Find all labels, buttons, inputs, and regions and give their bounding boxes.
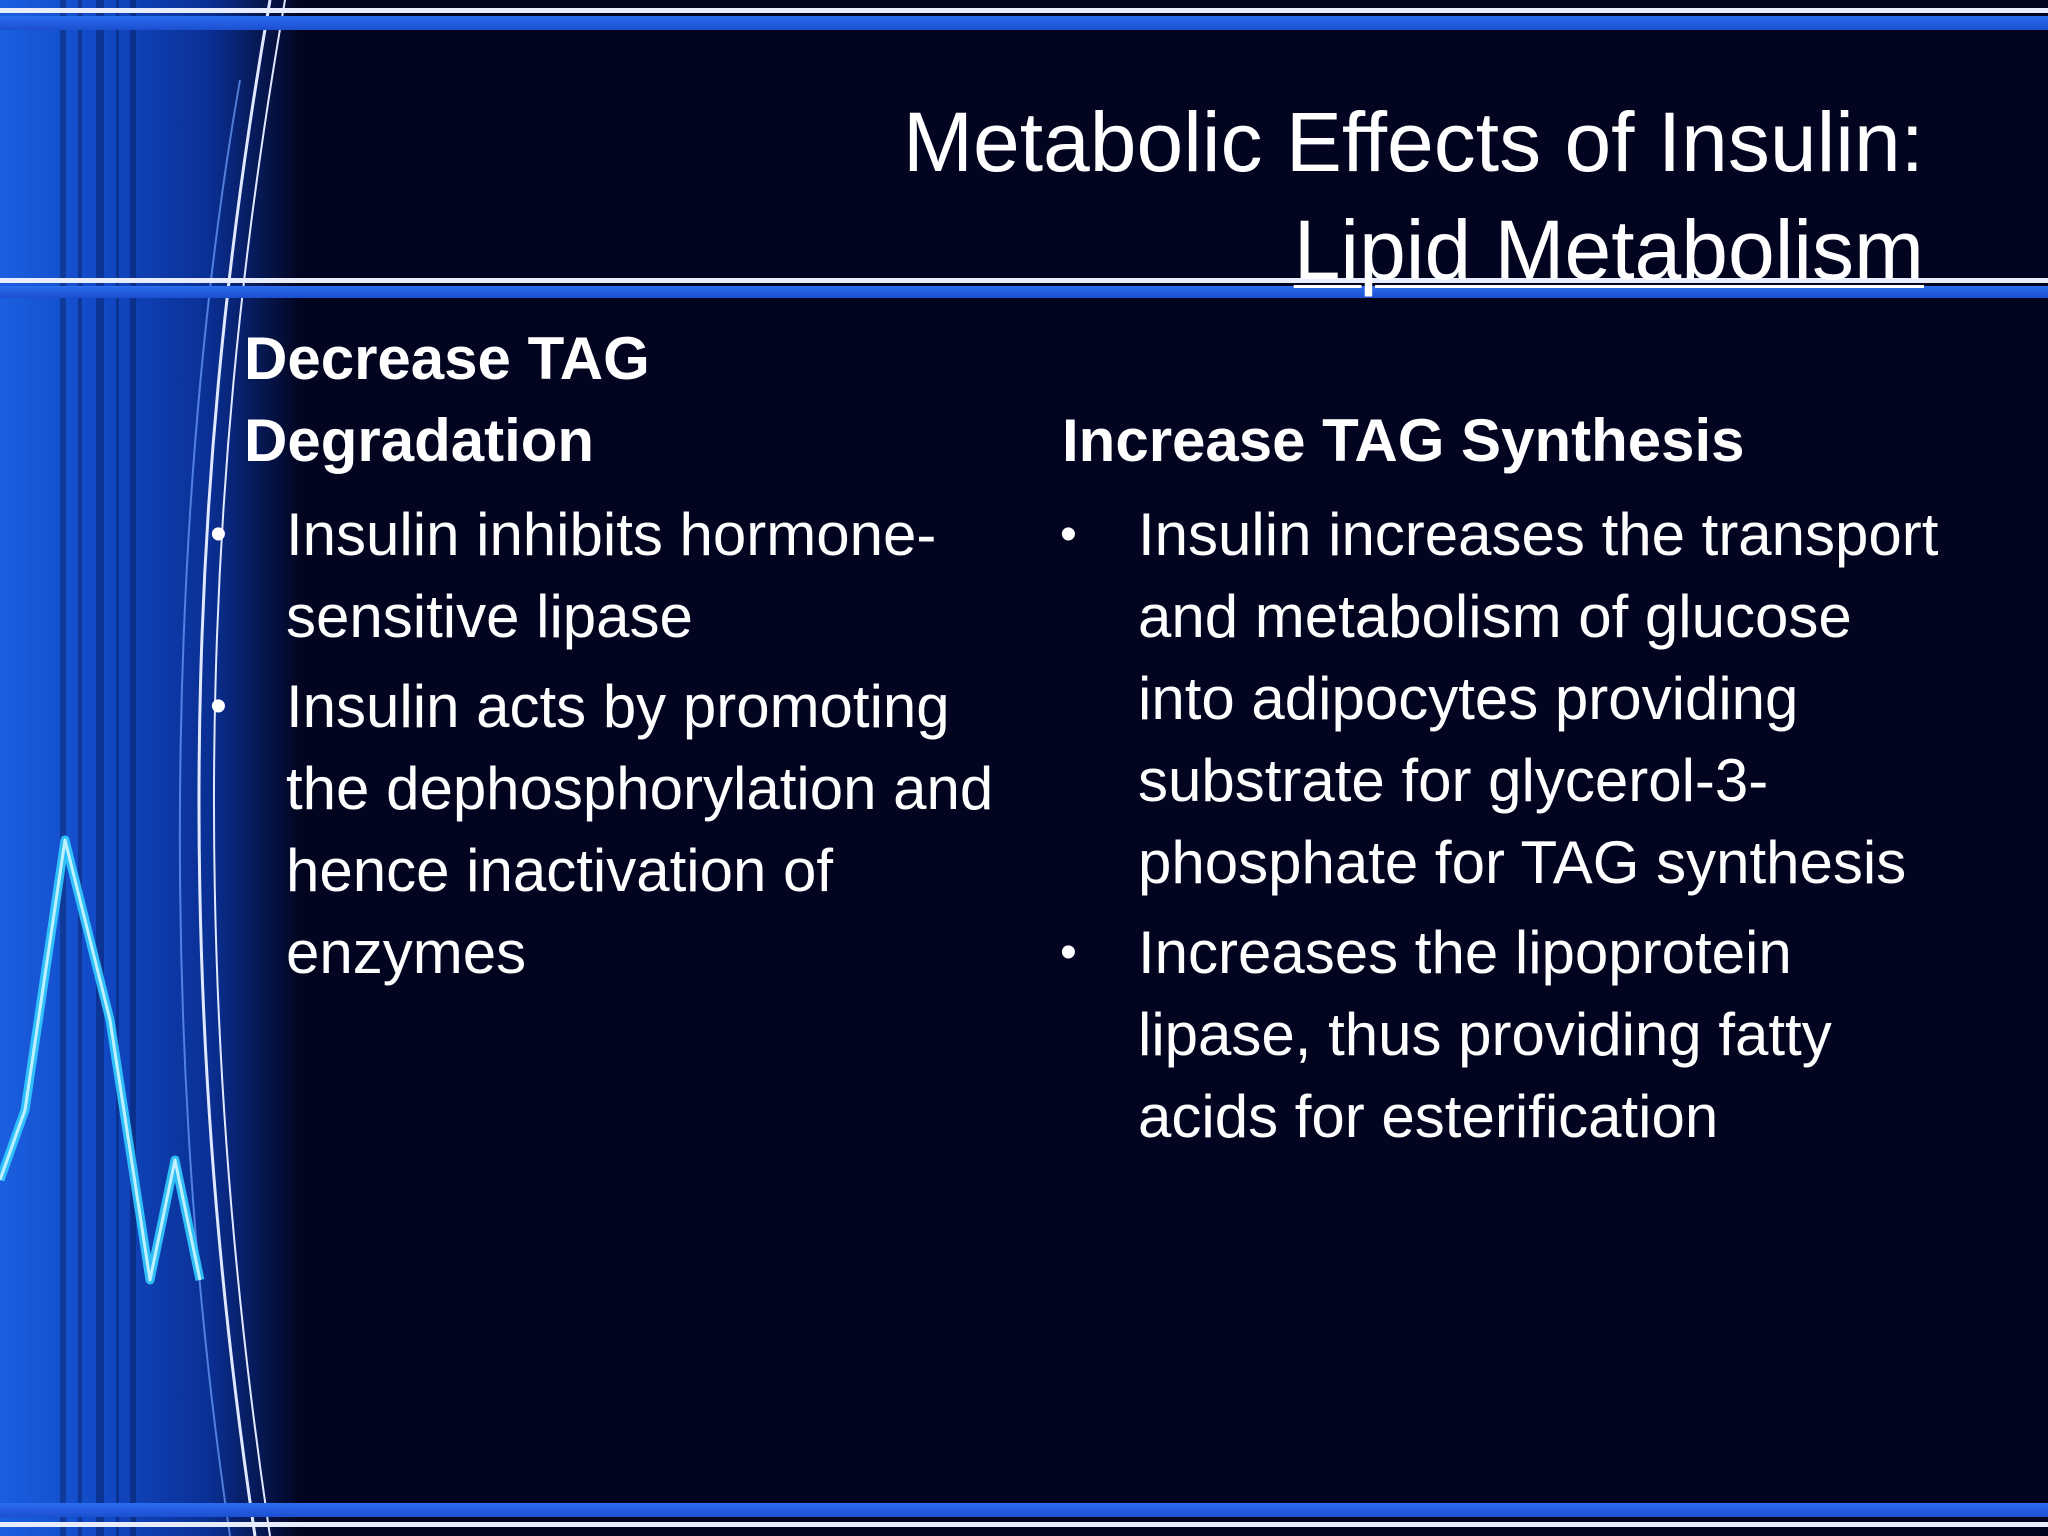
- bullet-icon: •: [210, 680, 227, 733]
- mid-white-rule: [0, 278, 2048, 283]
- bullet-icon: •: [1060, 926, 1077, 979]
- list-item: • Insulin increases the transport and me…: [1060, 494, 1960, 904]
- title-line-1: Metabolic Effects of Insulin:: [903, 95, 1924, 189]
- bullet-icon: •: [1060, 508, 1077, 561]
- bullet-text: Insulin acts by promoting the dephosphor…: [286, 673, 994, 986]
- right-column-heading: Increase TAG Synthesis: [1062, 407, 1745, 474]
- list-item: • Insulin acts by promoting the dephosph…: [210, 666, 1010, 994]
- list-item: • Increases the lipoprotein lipase, thus…: [1060, 912, 1960, 1158]
- bullet-icon: •: [210, 508, 227, 561]
- bullet-text: Increases the lipoprotein lipase, thus p…: [1138, 919, 1832, 1150]
- title-line-2: Lipid Metabolism: [1293, 203, 1924, 297]
- right-bullet-list: • Insulin increases the transport and me…: [1060, 494, 1960, 1158]
- top-white-rule: [0, 8, 2048, 13]
- slide-title: Metabolic Effects of Insulin: Lipid Meta…: [624, 88, 1924, 304]
- mid-blue-band: [0, 286, 2048, 298]
- bullet-text: Insulin increases the transport and meta…: [1138, 501, 1939, 896]
- bottom-blue-band: [0, 1503, 2048, 1517]
- list-item: • Insulin inhibits hormone-sensitive lip…: [210, 494, 1010, 658]
- bottom-white-rule: [0, 1522, 2048, 1527]
- left-column: Decrease TAG Degradation • Insulin inhib…: [210, 318, 1010, 1002]
- right-column: Increase TAG Synthesis • Insulin increas…: [1060, 318, 1960, 1166]
- left-bullet-list: • Insulin inhibits hormone-sensitive lip…: [210, 494, 1010, 994]
- top-blue-band: [0, 16, 2048, 30]
- bullet-text: Insulin inhibits hormone-sensitive lipas…: [286, 501, 937, 650]
- vertical-stripes: [60, 0, 136, 1536]
- left-column-heading: Decrease TAG Degradation: [244, 325, 650, 474]
